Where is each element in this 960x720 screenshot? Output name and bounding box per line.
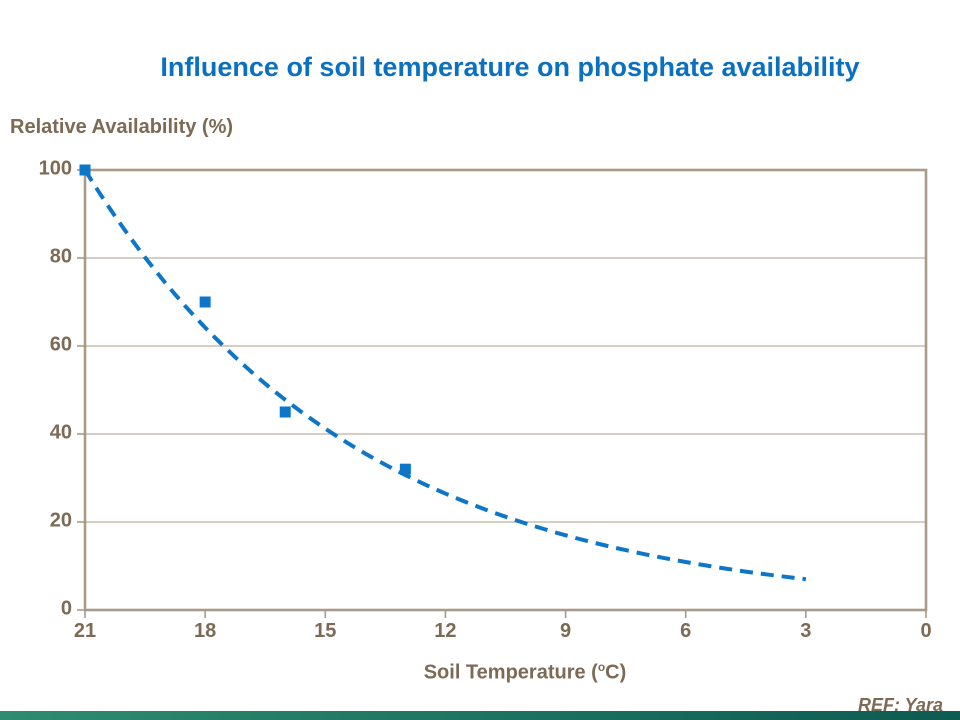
x-axis-title-suffix: C) <box>605 661 627 684</box>
x-axis-title-text: Soil Temperature ( <box>423 661 598 684</box>
x-axis-title: Soil Temperature (oC) <box>90 660 960 685</box>
y-tick-label: 60 <box>49 333 72 356</box>
y-tick-label: 0 <box>60 597 72 620</box>
footer-bar <box>0 711 960 720</box>
x-tick-label: 15 <box>314 620 337 642</box>
y-axis-title: Relative Availability (%) <box>10 116 234 138</box>
data-point <box>279 406 291 418</box>
y-tick-label: 20 <box>49 509 72 532</box>
x-tick-label: 18 <box>194 620 217 642</box>
x-tick-label: 3 <box>800 620 812 642</box>
y-tick-label: 100 <box>38 157 72 180</box>
y-tick-marks <box>77 169 85 611</box>
chart-title: Influence of soil temperature on phospha… <box>160 52 860 82</box>
trend-line <box>83 168 807 582</box>
gridlines <box>85 257 926 523</box>
data-point <box>199 296 211 308</box>
x-tick-label: 6 <box>680 620 692 642</box>
x-tick-label: 12 <box>434 620 457 642</box>
plot-frame <box>83 168 928 612</box>
x-tick-label: 0 <box>920 620 932 642</box>
x-tick-label: 9 <box>560 620 572 642</box>
x-tick-marks <box>84 610 927 618</box>
data-point <box>399 463 411 475</box>
y-tick-label: 80 <box>49 245 72 268</box>
data-point <box>79 164 91 176</box>
y-tick-label: 40 <box>49 421 72 444</box>
x-tick-label: 21 <box>73 620 97 642</box>
data-points <box>79 164 411 475</box>
reference-note: REF: Yara <box>857 695 943 715</box>
x-axis-title-superscript: o <box>597 660 606 674</box>
